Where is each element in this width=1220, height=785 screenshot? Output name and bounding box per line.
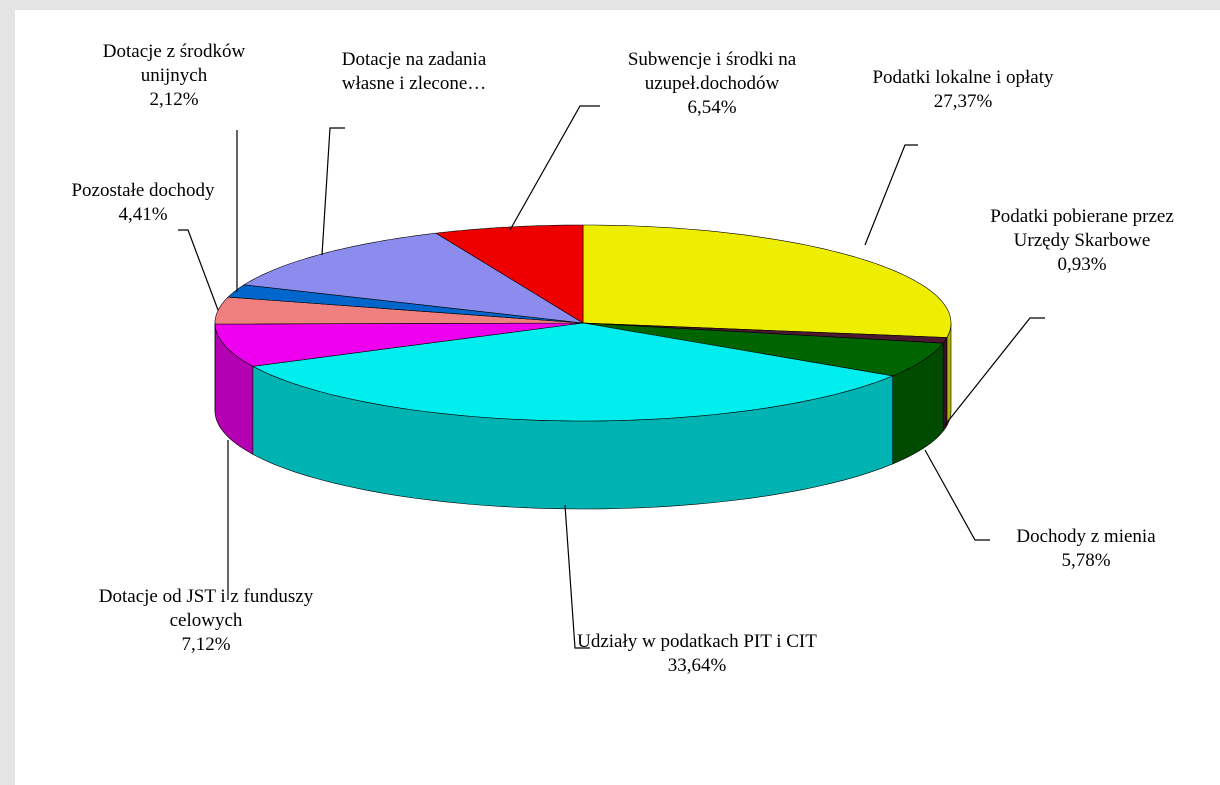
category-name: Podatki lokalne i opłaty	[872, 67, 1054, 88]
leader-line	[509, 105, 600, 231]
leader-line	[178, 229, 219, 311]
slice-side	[946, 323, 952, 427]
slice-label: Dochody z mienia 5,78%	[986, 525, 1186, 573]
leader-lines	[178, 105, 1045, 649]
value-label: 2,12%	[149, 89, 199, 110]
value-label: 0,93%	[1057, 254, 1107, 275]
slice	[214, 296, 584, 325]
leader-line	[564, 504, 590, 649]
category-name: Dochody z mienia	[1016, 526, 1156, 547]
slice	[582, 224, 952, 338]
leader-line	[864, 144, 918, 246]
value-label: 33,64%	[667, 655, 727, 676]
slice-side	[942, 337, 948, 432]
category-name: Dotacje z środków unijnych	[102, 41, 246, 86]
slice	[251, 322, 894, 422]
pie	[214, 224, 952, 510]
slice	[435, 224, 584, 324]
value-label: 7,12%	[181, 634, 231, 655]
category-name: Dotacje od JST i z funduszy celowych	[98, 586, 314, 631]
slice	[214, 322, 584, 367]
slice	[582, 322, 944, 377]
slice-label: Dotacje z środków unijnych 2,12%	[89, 40, 259, 112]
leader-line	[944, 317, 1045, 426]
category-name: Udziały w podatkach PIT i CIT	[577, 631, 817, 652]
slice-label: Dotacje od JST i z funduszy celowych 7,12…	[91, 585, 321, 657]
slice	[227, 284, 584, 324]
value-label: 6,54%	[687, 97, 737, 118]
leader-line	[321, 127, 345, 256]
category-name: Subwencje i środki na uzupeł.dochodów	[627, 49, 797, 94]
slice-label: Podatki lokalne i opłaty 27,37%	[868, 66, 1058, 114]
value-label: 27,37%	[933, 91, 993, 112]
slice-label: Udziały w podatkach PIT i CIT 33,64%	[577, 630, 817, 678]
slice	[243, 232, 584, 324]
category-name: Pozostałe dochody	[71, 180, 215, 201]
slice-label: Dotacje na zadania własne i zlecone…	[324, 48, 504, 96]
category-name: Podatki pobierane przez Urzędy Skarbowe	[990, 206, 1174, 251]
leader-line	[924, 449, 990, 541]
slice-label: Pozostałe dochody 4,41%	[33, 179, 253, 227]
category-name: Dotacje na zadania własne i zlecone…	[341, 49, 487, 94]
value-label: 5,78%	[1061, 550, 1111, 571]
slice-label: Podatki pobierane przez Urzędy Skarbowe 0…	[982, 205, 1182, 277]
slice-label: Subwencje i środki na uzupeł.dochodów 6,5…	[592, 48, 832, 120]
value-label: 4,41%	[118, 204, 168, 225]
